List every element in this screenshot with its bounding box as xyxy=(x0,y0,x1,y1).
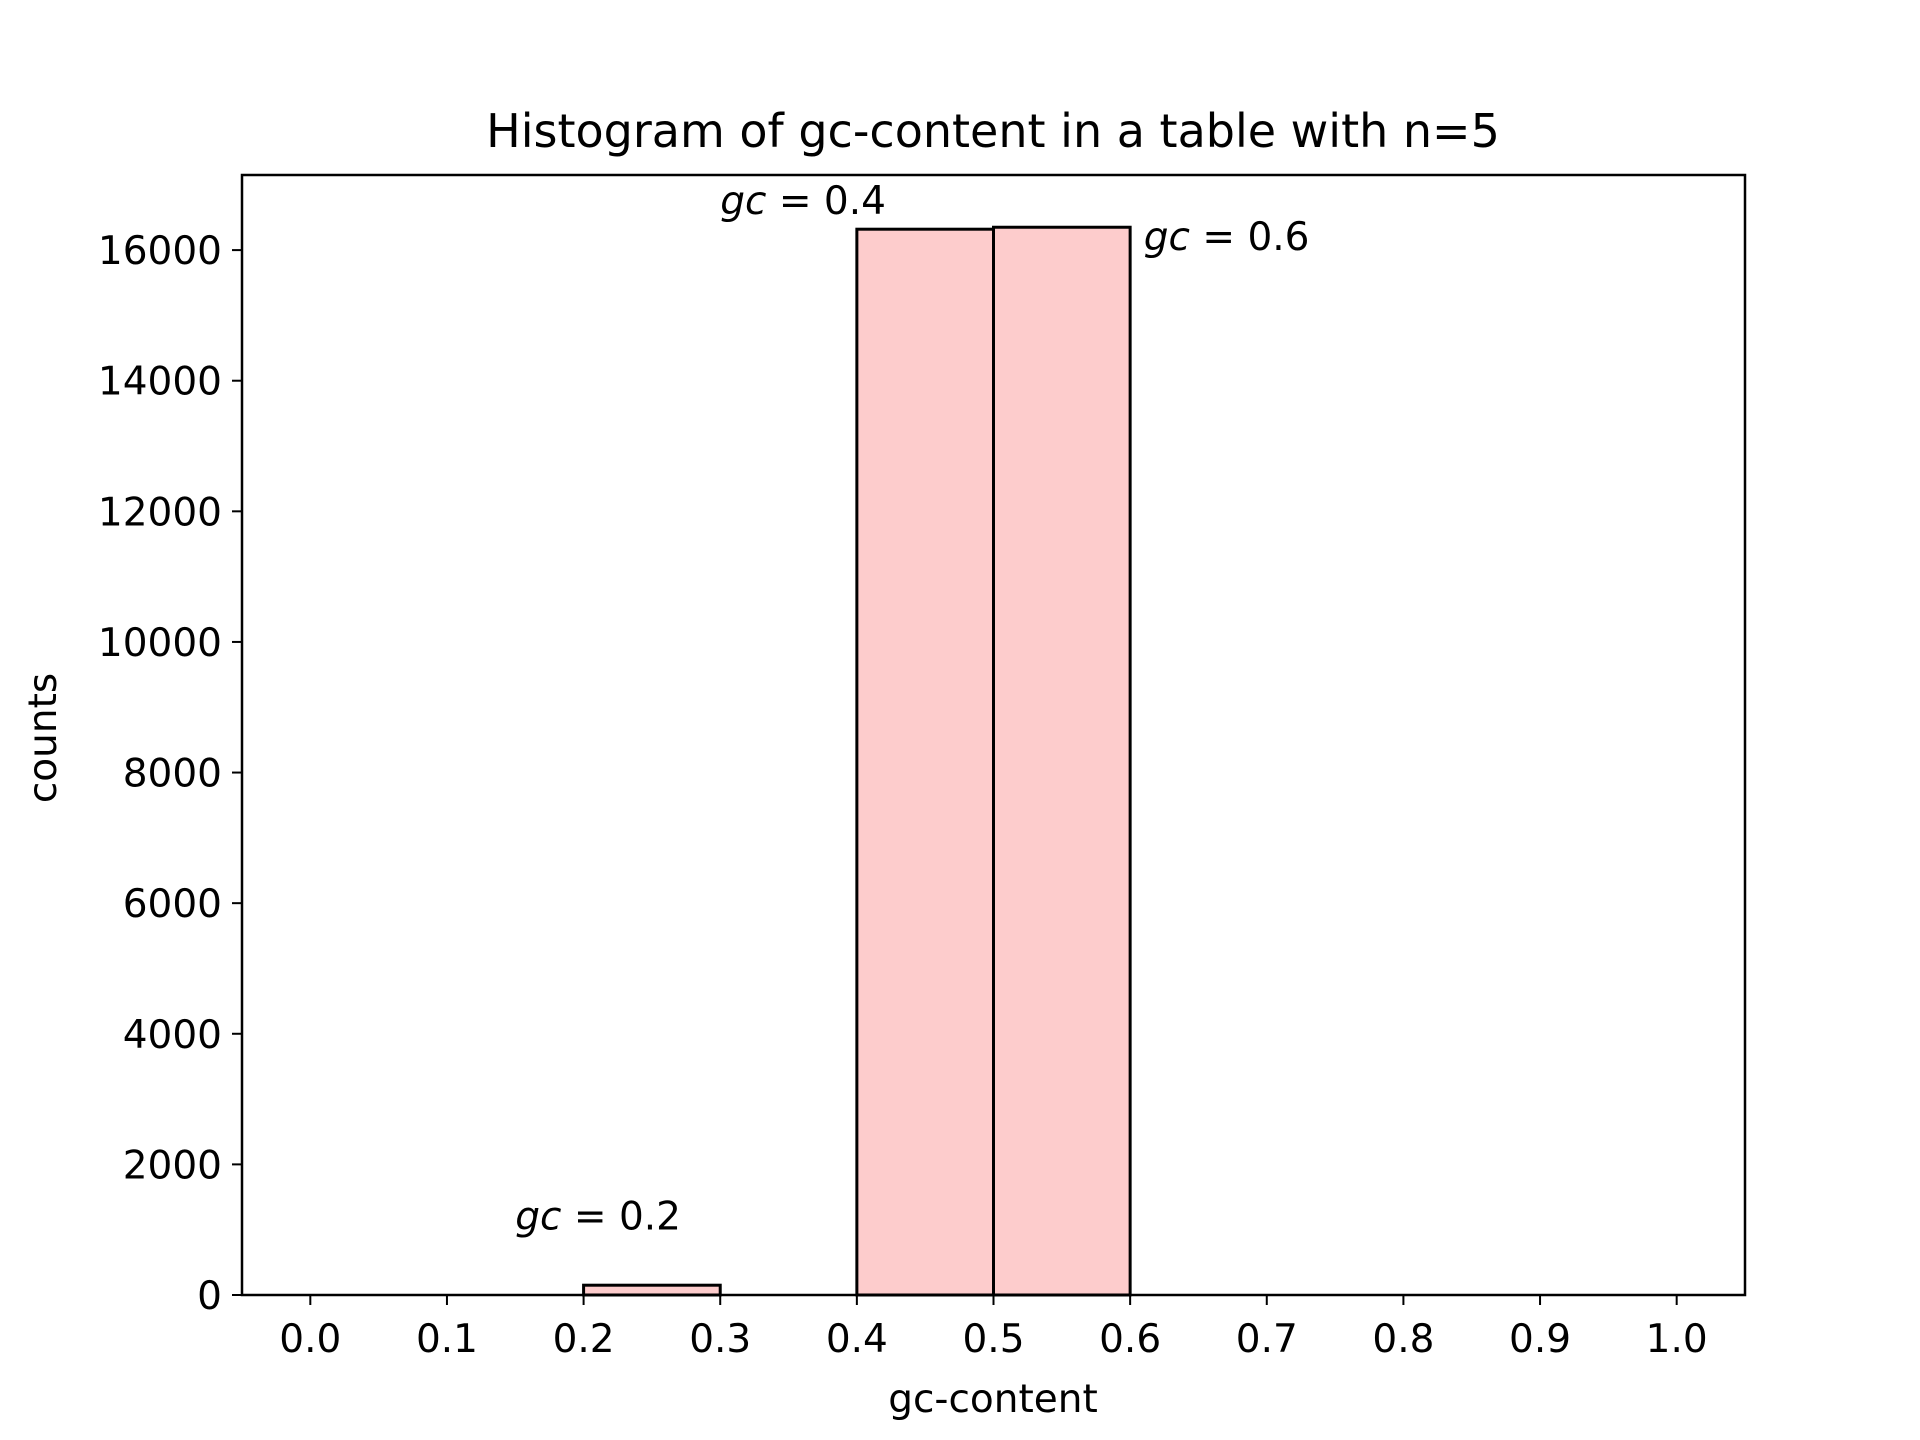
annotations-group: gc = 0.2gc = 0.4gc = 0.6 xyxy=(515,179,1309,1240)
y-tick-label: 0 xyxy=(197,1274,222,1319)
x-tick-label: 0.4 xyxy=(826,1317,888,1362)
x-tick-label: 0.6 xyxy=(1099,1317,1161,1362)
bar-annotation: gc = 0.4 xyxy=(720,179,886,224)
x-tick-label: 0.9 xyxy=(1509,1317,1571,1362)
y-axis: 0 2000 4000 6000 8000 10000 12000 14000 16000 xyxy=(98,229,242,1319)
y-tick-label: 14000 xyxy=(98,360,222,405)
bars-group xyxy=(582,225,1132,1297)
x-tick-label: 0.7 xyxy=(1236,1317,1298,1362)
histogram-bar xyxy=(855,227,996,1297)
bar-annotation: gc = 0.6 xyxy=(1144,215,1310,260)
y-tick-label: 16000 xyxy=(98,229,222,274)
x-tick-label: 0.2 xyxy=(553,1317,615,1362)
annotation-value: = 0.4 xyxy=(766,179,886,224)
chart-title: Histogram of gc-content in a table with … xyxy=(486,104,1500,158)
x-tick-label: 0.0 xyxy=(279,1317,341,1362)
x-axis-label: gc-content xyxy=(888,1377,1098,1422)
y-tick-label: 12000 xyxy=(98,490,222,535)
annotation-value: = 0.6 xyxy=(1190,215,1310,260)
annotation-variable: gc xyxy=(515,1195,561,1240)
histogram-bar xyxy=(582,1283,722,1297)
annotation-value: = 0.2 xyxy=(561,1195,681,1240)
y-tick-label: 8000 xyxy=(123,752,222,797)
histogram-bar xyxy=(992,225,1132,1297)
y-axis-label: counts xyxy=(21,673,66,803)
y-tick-label: 2000 xyxy=(123,1143,222,1188)
y-tick-label: 6000 xyxy=(123,882,222,927)
x-tick-label: 0.5 xyxy=(962,1317,1024,1362)
x-tick-label: 1.0 xyxy=(1646,1317,1708,1362)
x-tick-label: 0.8 xyxy=(1372,1317,1434,1362)
x-tick-label: 0.3 xyxy=(689,1317,751,1362)
bar-annotation: gc = 0.2 xyxy=(515,1195,681,1240)
x-tick-label: 0.1 xyxy=(416,1317,478,1362)
annotation-variable: gc xyxy=(720,179,766,224)
y-tick-label: 10000 xyxy=(98,621,222,666)
annotation-variable: gc xyxy=(1144,215,1190,260)
y-tick-label: 4000 xyxy=(123,1013,222,1058)
x-axis: 0.0 0.1 0.2 0.3 0.4 0.5 0.6 0.7 0.8 0.9 1.0 xyxy=(279,1295,1708,1362)
